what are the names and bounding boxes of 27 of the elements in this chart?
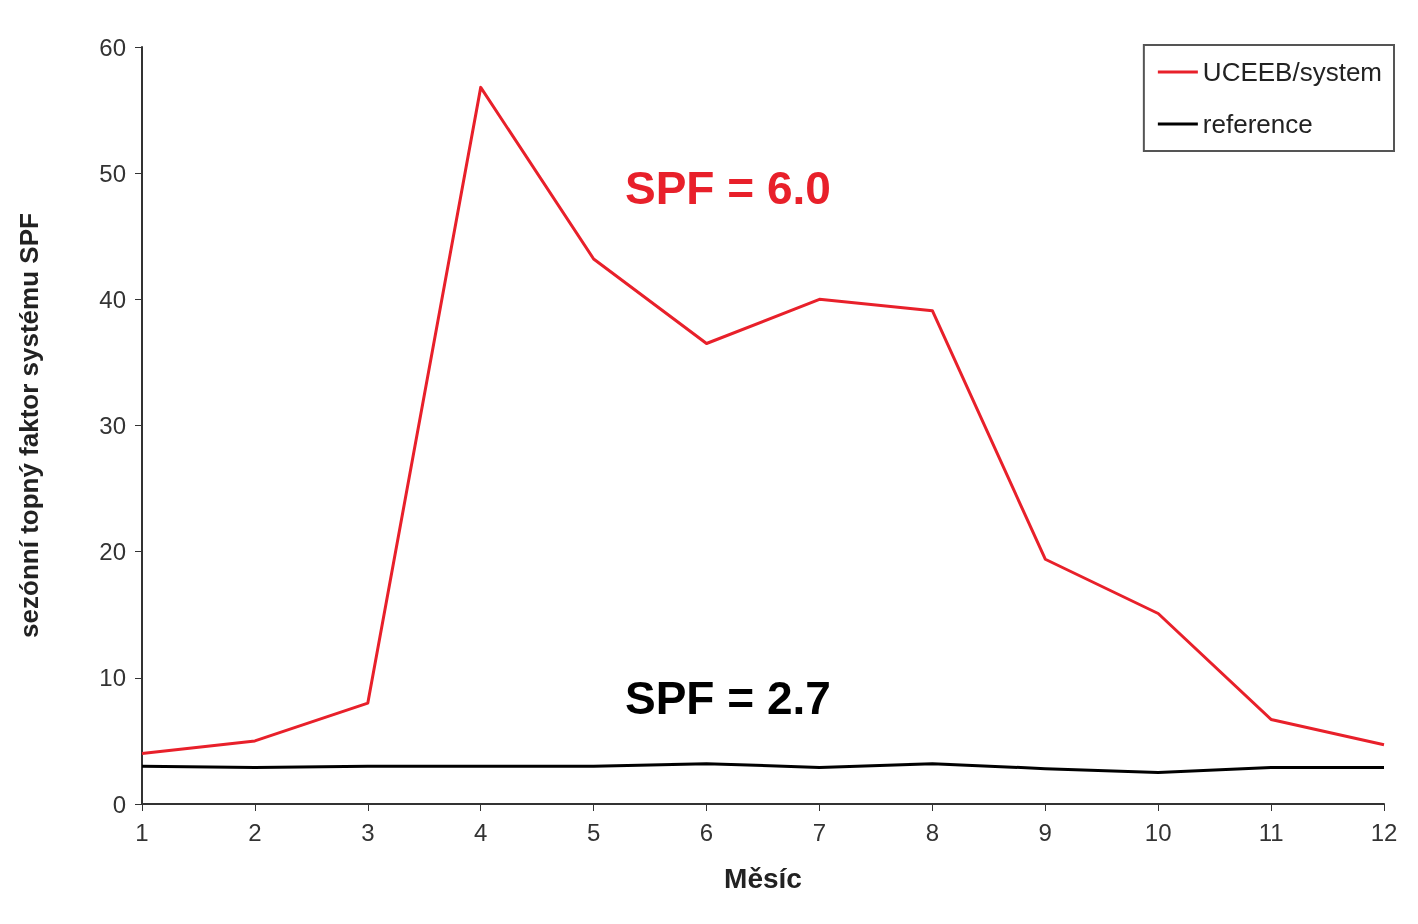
x-tick-label: 9 (1038, 818, 1052, 846)
legend-label: reference (1202, 109, 1313, 139)
x-tick-label: 7 (812, 818, 827, 846)
y-tick-label: 10 (99, 664, 126, 692)
y-tick-label: 30 (99, 412, 126, 439)
x-tick-label: 2 (248, 818, 262, 846)
legend-label: UCEEB/system (1202, 57, 1383, 87)
annotation: SPF = 6.0 (625, 162, 831, 214)
y-tick-label: 50 (99, 159, 126, 187)
line-series (140, 85, 1386, 756)
line-series (140, 762, 1386, 774)
annotation: SPF = 2.7 (625, 672, 831, 724)
y-axis-title: sezónní topný faktor systému SPF (14, 213, 44, 638)
x-tick-label: 5 (586, 818, 601, 846)
x-tick-label: 3 (361, 818, 375, 846)
y-tick-label: 0 (112, 790, 126, 818)
x-tick-label: 12 (1370, 818, 1398, 846)
x-tick-label: 4 (474, 818, 488, 846)
y-tick-label: 20 (99, 538, 126, 566)
y-tick-label: 60 (99, 33, 126, 61)
x-tick-label: 6 (699, 818, 714, 846)
y-tick-label: 40 (99, 285, 126, 313)
x-tick-label: 1 (135, 818, 149, 846)
x-tick-label: 10 (1144, 818, 1172, 846)
x-axis-title: Měsíc (724, 862, 802, 894)
x-tick-label: 11 (1258, 818, 1284, 846)
x-tick-label: 8 (925, 818, 940, 846)
